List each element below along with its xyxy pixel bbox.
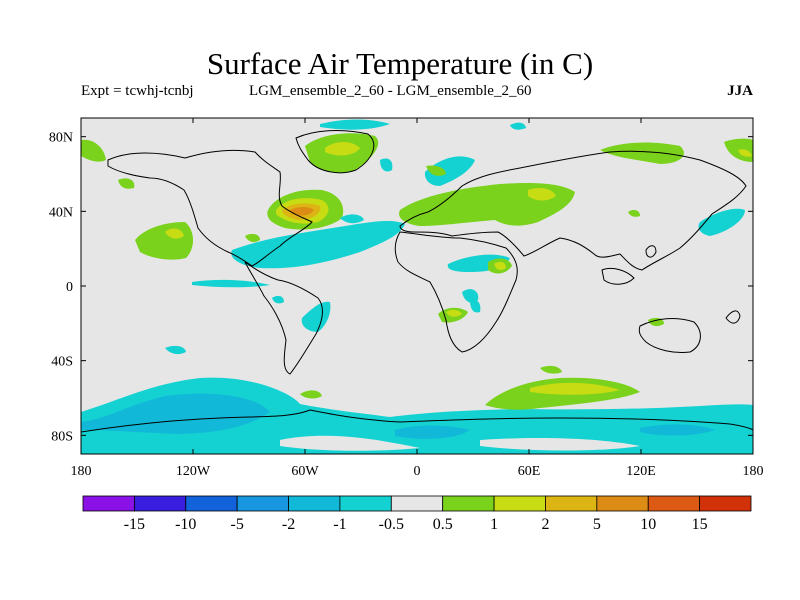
coastline [638,318,701,353]
colorbar-label: 1 [490,516,498,533]
anomaly-region [698,208,745,236]
lon-tick-label: 180 [71,464,92,479]
colorbar-label: -0.5 [379,516,404,533]
anomaly-region [446,309,462,317]
anomaly-region [245,233,260,243]
anomaly-region [165,345,186,355]
anomaly-region [480,438,640,451]
coastlines [81,130,753,433]
lon-tick-label: 120W [176,464,211,479]
temperature-field [81,119,753,454]
anomaly-region [462,289,479,303]
lon-tick-label: 0 [414,464,421,479]
anomaly-region [640,424,715,436]
lon-tick-label: 120E [626,464,656,479]
lat-tick-label: 0 [66,280,73,295]
colorbar-label: -1 [333,516,346,533]
anomaly-region [510,122,526,130]
anomaly-region [395,425,470,439]
coastline [601,267,635,285]
anomaly-region [340,214,364,224]
anomaly-region [738,149,752,157]
anomaly-region [165,228,184,239]
colorbar-swatch [236,495,289,512]
anomaly-region [380,158,393,172]
anomaly-region [301,301,331,332]
anomaly-region [424,156,475,186]
colorbar: -15 -10 -5 -2 -1 -0.5 0.5 1 2 5 10 15 [82,495,752,533]
season-label: JJA [727,83,753,99]
lon-tick-label: 60W [291,464,319,479]
lat-tick-label: 80N [49,131,73,146]
anomaly-region [528,188,556,201]
coastline [645,245,657,258]
lat-tick-label: 40S [51,355,73,370]
colorbar-swatch [185,495,238,512]
anomaly-region [81,139,106,162]
colorbar-swatch [442,495,495,512]
colorbar-label: -5 [230,516,243,533]
anomaly-region [530,382,620,395]
anomaly-region [192,279,270,288]
colorbar-label: 10 [640,516,656,533]
anomaly-region [118,178,135,189]
colorbar-swatch [288,495,341,512]
anomaly-region [540,365,562,374]
anomaly-region [290,207,314,216]
anomaly-region [325,142,360,156]
anomaly-region [628,209,640,217]
colorbar-swatch [493,495,546,512]
coastline [81,409,753,433]
colorbar-swatch [339,495,392,512]
anomaly-region [272,295,284,304]
anomaly-region [426,165,446,176]
coastline [394,231,518,353]
colorbar-swatch [596,495,649,512]
coastline [244,261,323,375]
anomaly-region [600,142,684,164]
lat-tick-label: 80S [51,429,73,444]
colorbar-swatch [390,495,444,512]
colorbar-label: 5 [593,516,601,533]
colorbar-label: 2 [541,516,549,533]
anomaly-region [300,390,322,399]
anomaly-region [81,377,753,454]
anomaly-region [470,299,481,313]
coastline [107,149,313,267]
lat-tick-label: 40N [49,205,73,220]
anomaly-region [320,119,390,130]
anomaly-region [81,393,270,434]
colorbar-label: 15 [692,516,708,533]
run-label: LGM_ensemble_2_60 - LGM_ensemble_2_60 [249,83,532,99]
colorbar-label: -10 [175,516,196,533]
colorbar-swatch [647,495,701,512]
colorbar-label: 0.5 [433,516,453,533]
anomaly-region [280,435,420,451]
colorbar-swatch [133,495,187,512]
map-title: Surface Air Temperature (in C) [206,46,594,81]
colorbar-label: -15 [124,516,145,533]
coastline [399,150,747,271]
colorbar-label: -2 [282,516,295,533]
coastline [295,130,375,174]
lon-tick-label: 60E [518,464,541,479]
colorbar-swatch [699,495,752,512]
colorbar-swatch [545,495,598,512]
anomaly-region [231,220,405,269]
coastline [725,310,741,324]
colorbar-swatch [82,495,135,512]
experiment-label: Expt = tcwhj-tcnbj [81,83,194,99]
map-axes: 180 120W 60W 0 60E 120E 180 80N 40N 0 40S 80S [49,118,764,479]
lon-tick-label: 180 [743,464,764,479]
anomaly-region [494,261,506,271]
